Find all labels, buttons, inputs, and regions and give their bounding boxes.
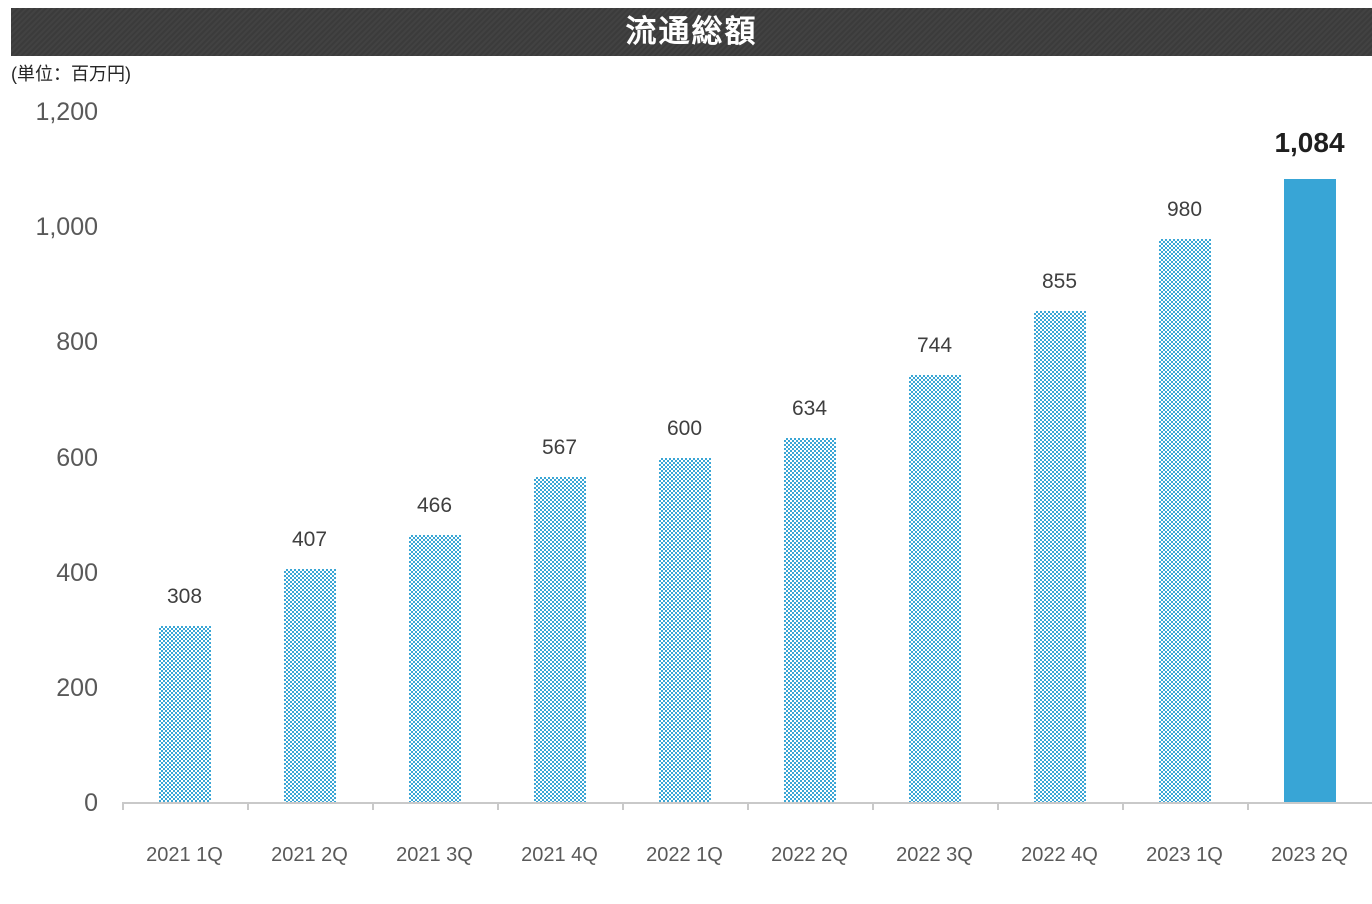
value-label-2023-1q: 980 (1166, 197, 1203, 221)
value-label-2021-1q: 308 (166, 584, 203, 608)
x-axis-label-2021-3q: 2021 3Q (396, 844, 473, 866)
x-axis-tick (247, 802, 249, 810)
x-axis-label-2022-3q: 2022 3Q (896, 844, 973, 866)
y-axis-label-800: 800 (56, 328, 98, 357)
chart-title: 流通総額 (625, 14, 758, 49)
y-axis-label-1000: 1,000 (35, 213, 98, 242)
y-axis-label-200: 200 (56, 673, 98, 702)
x-axis-label-2022-4q: 2022 4Q (1021, 844, 1098, 866)
x-axis-tick (747, 802, 749, 810)
value-label-2021-2q: 407 (291, 527, 328, 551)
bar-2022-4q (1033, 310, 1086, 802)
x-axis-label-2021-2q: 2021 2Q (271, 844, 348, 866)
value-label-2021-4q: 567 (541, 435, 578, 459)
x-axis-tick (122, 802, 124, 810)
x-axis-tick (872, 802, 874, 810)
bar-2023-1q (1158, 238, 1211, 802)
value-label-2022-1q: 600 (666, 416, 703, 440)
x-axis-tick (497, 802, 499, 810)
bar-2021-4q (533, 476, 586, 802)
x-axis-tick (997, 802, 999, 810)
unit-label: (単位：百万円) (11, 64, 131, 84)
x-axis-tick (622, 802, 624, 810)
bar-2022-1q (658, 457, 711, 802)
x-axis-label-2021-1q: 2021 1Q (146, 844, 223, 866)
bar-2023-2q (1283, 178, 1336, 802)
x-axis-label-2023-2q: 2023 2Q (1271, 844, 1348, 866)
value-label-2022-3q: 744 (916, 333, 953, 357)
value-label-2023-2q: 1,084 (1274, 126, 1345, 158)
x-axis-label-2022-2q: 2022 2Q (771, 844, 848, 866)
x-axis-label-2021-4q: 2021 4Q (521, 844, 598, 866)
value-label-2021-3q: 466 (416, 493, 453, 517)
y-axis-label-1200: 1,200 (35, 98, 98, 126)
x-axis-label-2022-1q: 2022 1Q (646, 844, 723, 866)
value-label-2022-2q: 634 (791, 396, 828, 420)
bar-2022-3q (908, 374, 961, 802)
bar-2021-3q (408, 534, 461, 802)
y-axis-label-0: 0 (84, 789, 98, 817)
bar-2021-1q (158, 625, 211, 802)
x-axis-label-2023-1q: 2023 1Q (1146, 844, 1223, 866)
bar-2021-2q (283, 568, 336, 802)
y-axis-label-600: 600 (56, 443, 98, 472)
x-axis-tick (372, 802, 374, 810)
value-label-2022-4q: 855 (1041, 269, 1078, 293)
x-axis-tick (1122, 802, 1124, 810)
chart-title-bar: 流通総額 (11, 8, 1372, 56)
x-axis-tick (1247, 802, 1249, 810)
bar-2022-2q (783, 437, 836, 802)
y-axis-label-400: 400 (56, 558, 98, 587)
